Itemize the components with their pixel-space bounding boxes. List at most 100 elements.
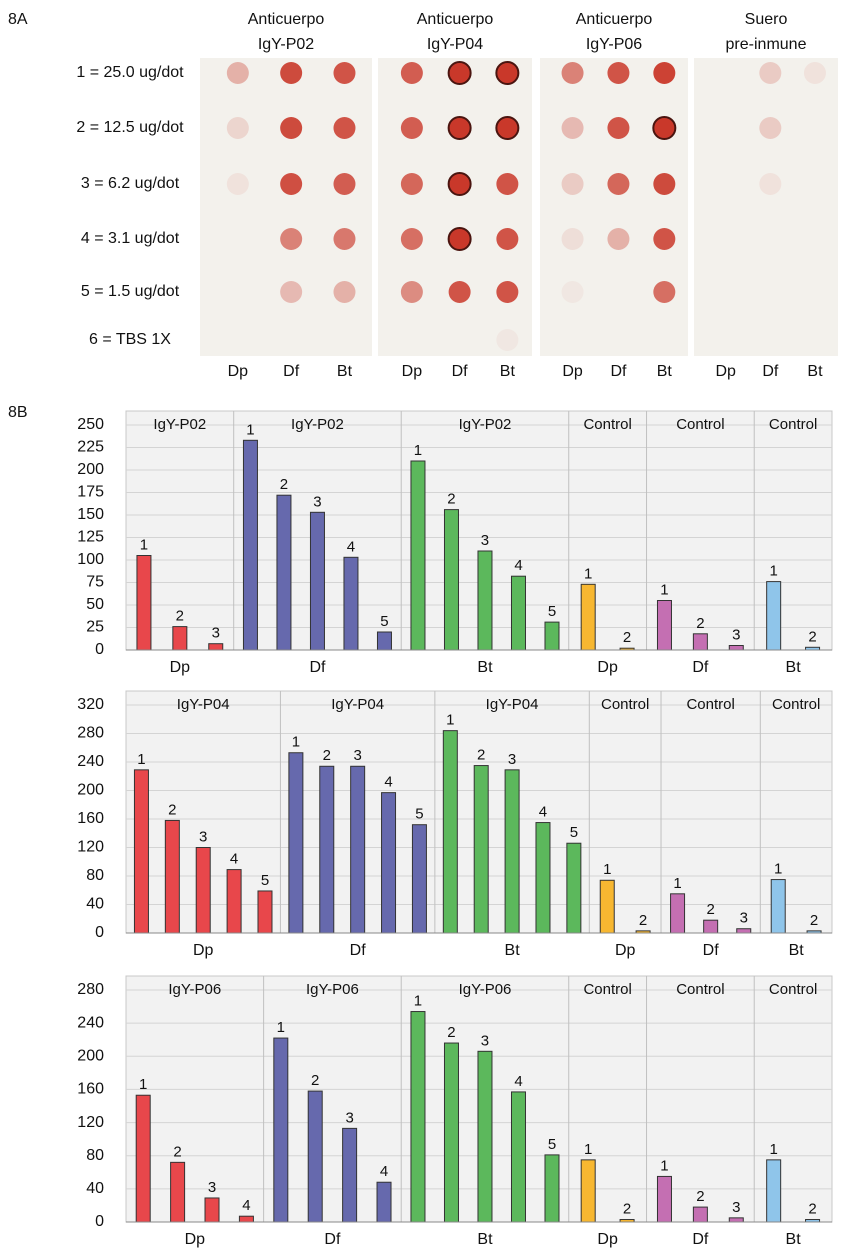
dot <box>496 173 519 195</box>
y-tick-label: 40 <box>86 896 104 913</box>
bar-label: 2 <box>168 801 176 818</box>
bar-label: 2 <box>323 747 331 764</box>
bar <box>544 1154 560 1223</box>
bar-label: 2 <box>808 628 816 645</box>
bar <box>566 842 582 934</box>
column-label: Df <box>610 363 627 380</box>
bar-label: 1 <box>140 536 148 553</box>
group-title: Control <box>686 696 734 713</box>
dot <box>280 117 303 139</box>
group-title: Control <box>769 981 817 998</box>
x-tick-label: Dp <box>597 659 618 676</box>
y-tick-label: 200 <box>77 1048 104 1065</box>
bar-label: 1 <box>660 1157 668 1174</box>
dot <box>333 117 356 139</box>
x-tick-label: Df <box>703 942 720 959</box>
y-tick-label: 250 <box>77 416 104 433</box>
bar-label: 4 <box>514 557 522 574</box>
bar <box>599 879 615 934</box>
y-tick-label: 40 <box>86 1180 104 1197</box>
bar <box>135 1094 151 1223</box>
bar <box>728 1217 744 1223</box>
bar <box>766 581 782 651</box>
bar-label: 1 <box>584 1141 592 1158</box>
bar-label: 3 <box>345 1109 353 1126</box>
bar-label: 4 <box>514 1073 522 1090</box>
row-label: 5 = 1.5 ug/dot <box>81 283 180 300</box>
dot <box>496 228 519 250</box>
bar <box>376 1181 392 1223</box>
x-tick-label: Dp <box>615 942 636 959</box>
x-tick-label: Bt <box>786 659 802 676</box>
dot <box>280 62 303 84</box>
bar-label: 4 <box>347 538 355 555</box>
bar-label: 3 <box>508 751 516 768</box>
bar-label: 2 <box>176 608 184 625</box>
bar <box>319 765 335 934</box>
bar <box>473 765 489 934</box>
bar-label: 2 <box>447 1024 455 1041</box>
column-label: Bt <box>500 363 516 380</box>
bar-label: 1 <box>446 712 454 729</box>
bar <box>544 621 560 651</box>
bar <box>692 633 708 651</box>
bar <box>226 869 242 934</box>
bar <box>136 555 152 651</box>
membrane-title: IgY-P06 <box>586 36 642 53</box>
x-tick-label: Bt <box>477 659 493 676</box>
y-tick-label: 120 <box>77 839 104 856</box>
group-title: Control <box>772 696 820 713</box>
bar-label: 3 <box>740 910 748 927</box>
group-title: IgY-P02 <box>291 416 344 433</box>
bar-label: 2 <box>623 629 631 646</box>
bar <box>656 1175 672 1223</box>
group-title: IgY-P06 <box>168 981 221 998</box>
bar <box>164 819 180 934</box>
group-title: IgY-P04 <box>177 696 230 713</box>
bar <box>350 765 366 934</box>
bar-label: 2 <box>696 1188 704 1205</box>
bar <box>238 1215 254 1223</box>
dot <box>496 281 519 303</box>
bar <box>242 439 258 651</box>
bar-label: 4 <box>230 851 238 868</box>
dot <box>561 173 584 195</box>
membrane <box>694 58 838 356</box>
dot <box>495 61 520 85</box>
bar <box>670 893 686 934</box>
bar-label: 5 <box>380 613 388 630</box>
dot <box>561 228 584 250</box>
bar-label: 3 <box>208 1179 216 1196</box>
dot <box>280 281 303 303</box>
dot <box>333 228 356 250</box>
bar <box>381 792 397 934</box>
bar-label: 5 <box>548 1136 556 1153</box>
group-title: IgY-P04 <box>331 696 384 713</box>
bar <box>410 1011 426 1223</box>
membrane-title: Anticuerpo <box>248 11 325 28</box>
y-tick-label: 120 <box>77 1114 104 1131</box>
dot <box>607 173 630 195</box>
bar-label: 2 <box>810 912 818 929</box>
bar-label: 1 <box>603 861 611 878</box>
x-tick-label: Df <box>692 1231 709 1248</box>
dot <box>448 281 471 303</box>
x-tick-label: Bt <box>477 1231 493 1248</box>
bar <box>343 556 359 651</box>
bar-label: 3 <box>353 747 361 764</box>
dot <box>653 281 676 303</box>
column-label: Dp <box>715 363 736 380</box>
bar <box>656 600 672 651</box>
dot <box>496 329 519 351</box>
bar-label: 5 <box>261 872 269 889</box>
bar-label: 5 <box>548 603 556 620</box>
dot <box>333 281 356 303</box>
dot <box>607 228 630 250</box>
bar-label: 2 <box>696 615 704 632</box>
group-title: Control <box>769 416 817 433</box>
membrane <box>200 58 372 356</box>
dot <box>226 62 249 84</box>
dot <box>447 116 472 140</box>
bar-label: 1 <box>414 442 422 459</box>
bar-label: 2 <box>808 1200 816 1217</box>
